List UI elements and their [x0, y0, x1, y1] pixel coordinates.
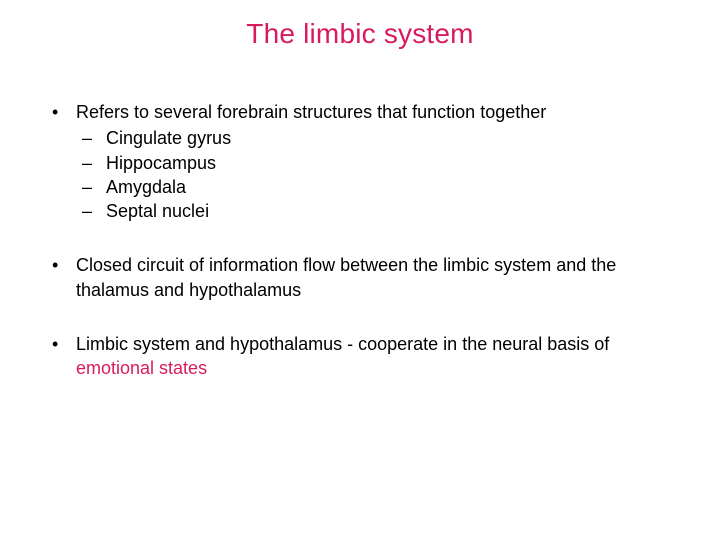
sub-item-text: Septal nuclei: [106, 201, 209, 221]
sub-item: Cingulate gyrus: [76, 126, 680, 150]
sub-item: Septal nuclei: [76, 199, 680, 223]
slide-title: The limbic system: [0, 18, 720, 50]
bullet-item: Refers to several forebrain structures t…: [48, 100, 680, 223]
slide-body: Refers to several forebrain structures t…: [48, 100, 680, 411]
bullet-item: Limbic system and hypothalamus - coopera…: [48, 332, 680, 381]
sub-item: Hippocampus: [76, 151, 680, 175]
bullet-text: Closed circuit of information flow betwe…: [76, 255, 616, 299]
sub-item: Amygdala: [76, 175, 680, 199]
sub-item-text: Cingulate gyrus: [106, 128, 231, 148]
bullet-text: Limbic system and hypothalamus - coopera…: [76, 334, 609, 354]
sub-list: Cingulate gyrus Hippocampus Amygdala Sep…: [76, 126, 680, 223]
bullet-list: Refers to several forebrain structures t…: [48, 100, 680, 381]
bullet-item: Closed circuit of information flow betwe…: [48, 253, 680, 302]
bullet-text: Refers to several forebrain structures t…: [76, 102, 546, 122]
sub-item-text: Amygdala: [106, 177, 186, 197]
sub-item-text: Hippocampus: [106, 153, 216, 173]
accent-text: emotional states: [76, 358, 207, 378]
slide: The limbic system Refers to several fore…: [0, 0, 720, 540]
